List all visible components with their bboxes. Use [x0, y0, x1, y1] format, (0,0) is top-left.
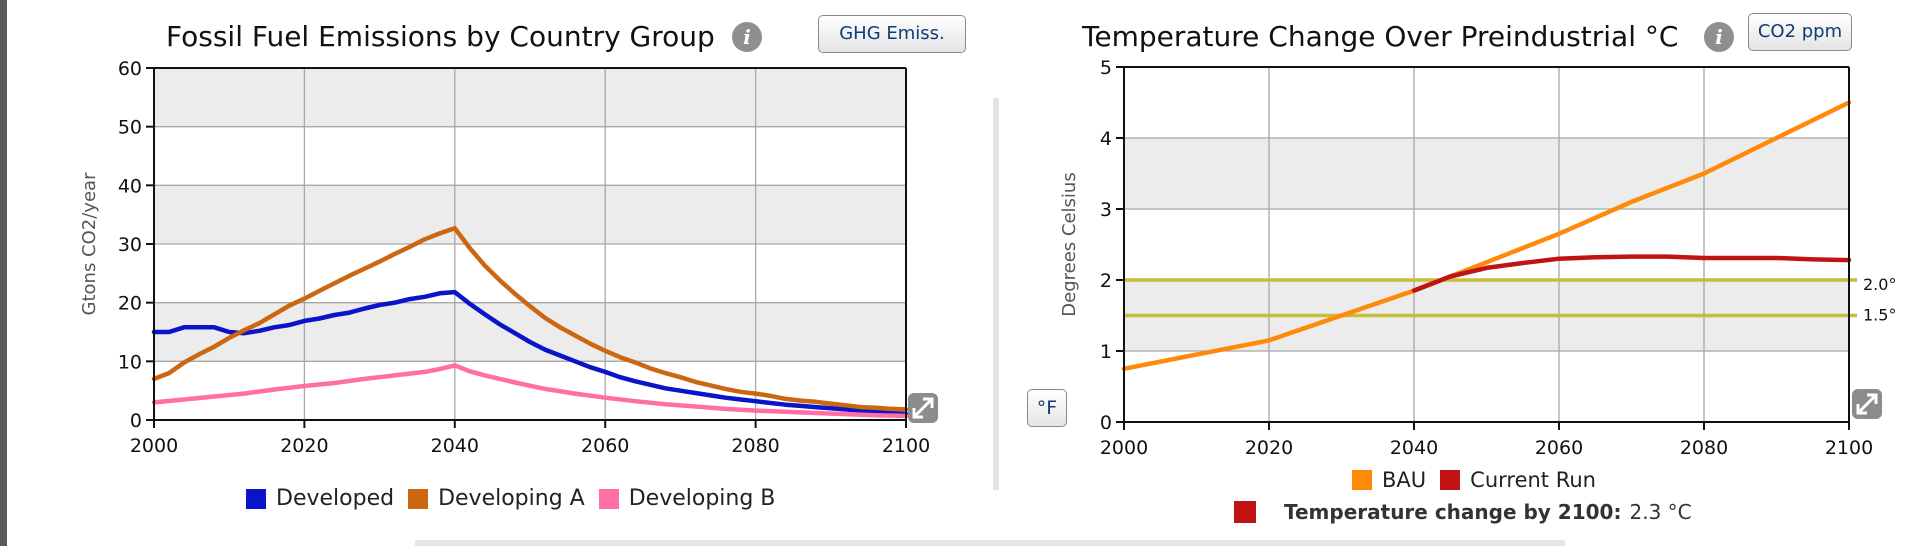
y-tick-label: 3 [1100, 199, 1112, 221]
legend-swatch [1440, 470, 1461, 490]
expand-icon[interactable] [1852, 389, 1882, 419]
legend-item: Developed [246, 486, 394, 511]
legend-label: Developing A [438, 486, 585, 511]
plot-band [1124, 67, 1849, 138]
x-tick-label: 2100 [882, 435, 930, 457]
x-tick-label: 2020 [1245, 437, 1293, 459]
y-axis-label: Degrees Celsius [1059, 172, 1080, 316]
info-icon[interactable]: i [1704, 22, 1734, 52]
legend-label: BAU [1382, 468, 1427, 492]
reference-line-label: 2.0° [1863, 275, 1896, 294]
x-tick-label: 2080 [1680, 437, 1728, 459]
series-line-bau [1121, 100, 1852, 372]
ghg-emissions-toggle-button[interactable]: GHG Emiss. [818, 15, 966, 53]
legend-swatch [408, 488, 429, 509]
summary-label: Temperature change by 2100: [1284, 500, 1622, 524]
y-tick-label: 5 [1100, 57, 1112, 79]
y-tick-label: 0 [1100, 412, 1112, 434]
legend-swatch [246, 488, 266, 509]
expand-icon[interactable] [908, 393, 938, 423]
legend-label: Developed [276, 486, 395, 511]
x-tick-label: 2020 [280, 435, 328, 457]
series-line-developing-b [151, 363, 909, 419]
y-tick-label: 60 [118, 58, 142, 80]
y-tick-label: 4 [1100, 128, 1112, 150]
co2-ppm-toggle-button[interactable]: CO2 ppm [1748, 13, 1852, 51]
plot-band [154, 68, 906, 127]
legend-swatch [1352, 470, 1372, 490]
x-tick-label: 2060 [1535, 437, 1583, 459]
legend-item: BAU [1352, 468, 1426, 492]
y-tick-label: 40 [118, 175, 142, 197]
plot-band [1124, 138, 1849, 209]
series-line-developed [151, 289, 909, 417]
bottom-rule [415, 540, 1565, 546]
plot-band [1124, 351, 1849, 422]
info-icon[interactable]: i [732, 22, 762, 52]
emissions-chart: 0 10 20 30 40 50 60 2000 2020 2040 2060 2080 2100 Gto… [79, 58, 930, 457]
legend-label: Current Run [1470, 468, 1596, 492]
plot-band [154, 185, 906, 244]
y-tick-label: 20 [118, 293, 142, 315]
x-tick-label: 2040 [431, 435, 479, 457]
series-line-developing-a [151, 225, 909, 412]
y-tick-label: 10 [118, 351, 142, 373]
window-edge [0, 0, 7, 546]
x-tick-label: 2100 [1825, 437, 1873, 459]
y-axis-label: Gtons CO2/year [79, 172, 100, 316]
temperature-legend: BAU Current Run [1352, 468, 1610, 492]
y-tick-label: 30 [118, 234, 142, 256]
fahrenheit-unit-button[interactable]: °F [1027, 389, 1067, 427]
y-tick-label: 2 [1100, 270, 1112, 292]
reference-line-label: 1.5° [1863, 306, 1896, 325]
plot-band [154, 244, 906, 303]
series-line-current-run [1411, 254, 1852, 293]
y-tick-label: 1 [1100, 341, 1112, 363]
x-tick-label: 2060 [581, 435, 629, 457]
panel-divider [993, 98, 999, 490]
plot-band [154, 126, 906, 186]
summary-swatch [1234, 501, 1256, 523]
legend-item: Current Run [1440, 468, 1596, 492]
legend-swatch [598, 488, 619, 509]
x-tick-label: 2000 [130, 435, 178, 457]
y-tick-label: 50 [118, 117, 142, 139]
legend-label: Developing B [628, 486, 776, 511]
temperature-summary: Temperature change by 2100: 2.3 °C [1234, 500, 1692, 524]
emissions-chart-title: Fossil Fuel Emissions by Country Group [166, 20, 715, 53]
x-tick-label: 2080 [731, 435, 779, 457]
legend-item: Developing A [408, 486, 585, 511]
y-tick-label: 0 [130, 410, 142, 432]
emissions-legend: Developed Developing A Developing B [246, 486, 789, 511]
temperature-chart-title: Temperature Change Over Preindustrial °C [1082, 20, 1679, 53]
x-tick-label: 2040 [1390, 437, 1438, 459]
summary-value: 2.3 °C [1629, 500, 1692, 524]
x-tick-label: 2000 [1100, 437, 1148, 459]
legend-item: Developing B [598, 486, 776, 511]
